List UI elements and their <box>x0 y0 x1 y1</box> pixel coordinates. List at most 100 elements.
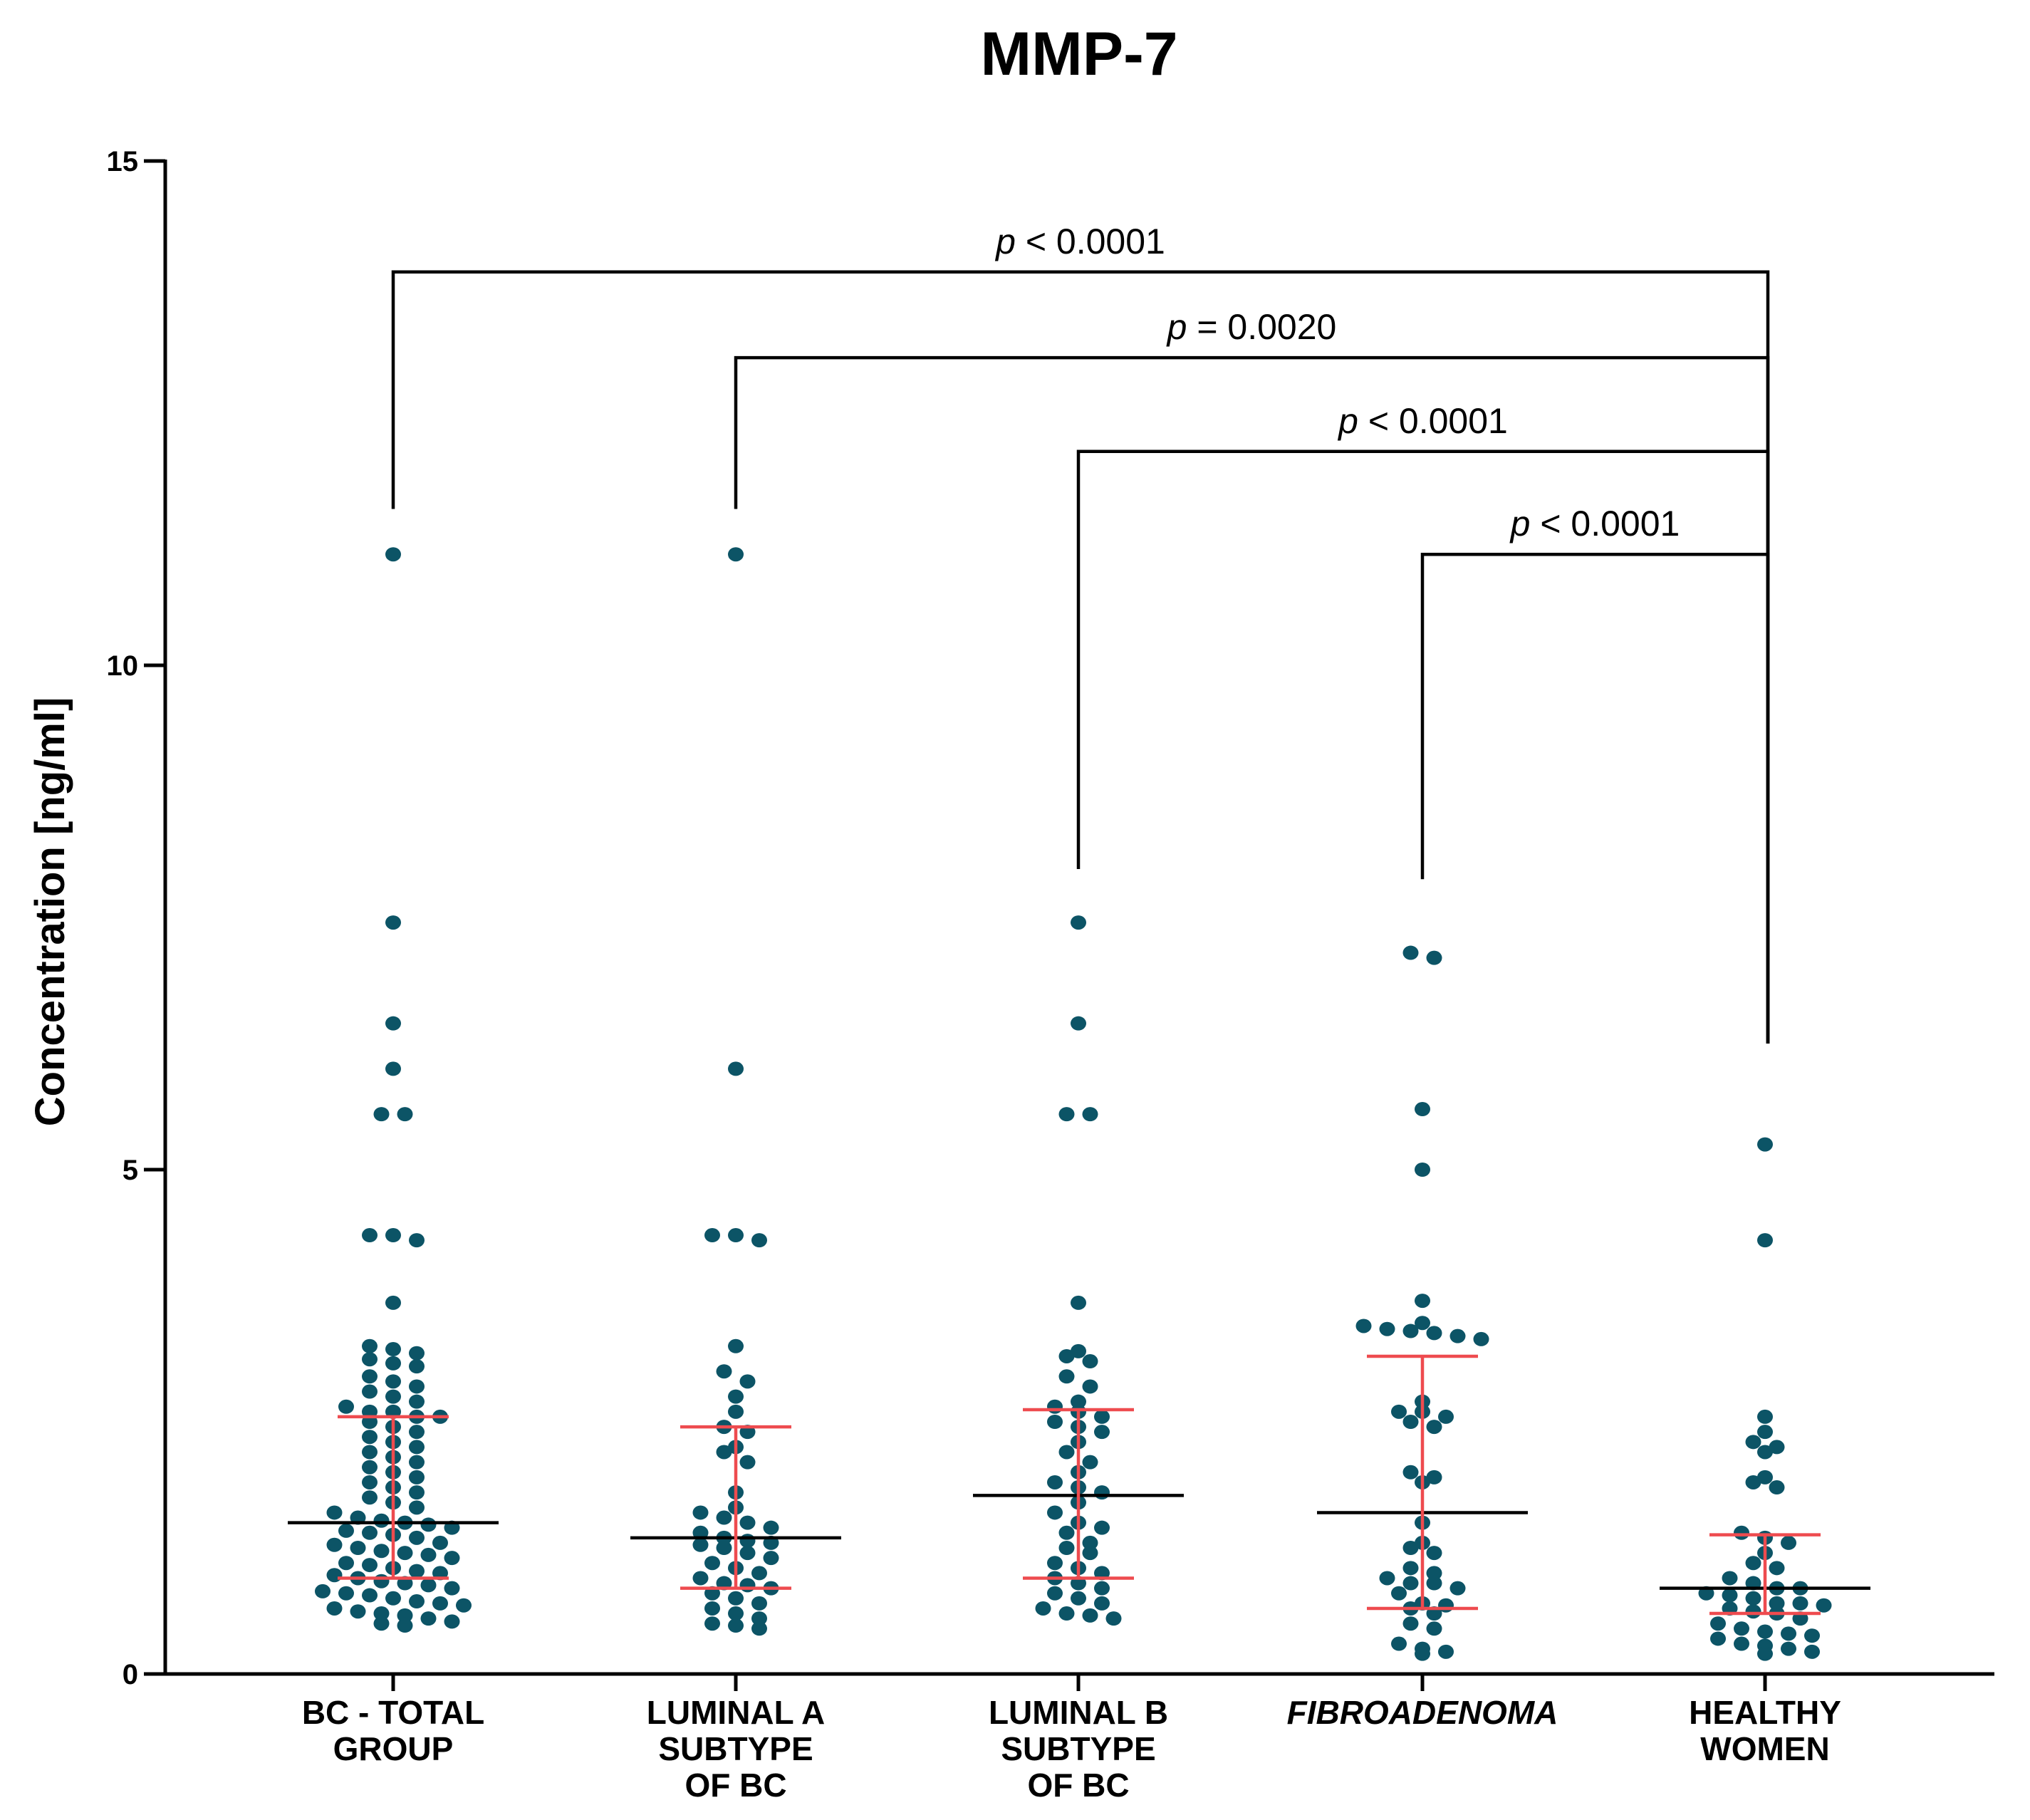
x-tick-label: LUMINAL A <box>647 1694 825 1731</box>
data-point <box>716 1541 732 1555</box>
data-point <box>1402 1576 1419 1591</box>
data-point <box>1402 1541 1419 1555</box>
data-point <box>1722 1571 1738 1586</box>
data-point <box>1816 1598 1832 1613</box>
data-point <box>315 1584 330 1598</box>
data-point <box>1426 1470 1442 1484</box>
data-point <box>739 1546 756 1561</box>
data-point <box>409 1379 425 1394</box>
data-point <box>1415 1646 1430 1661</box>
data-point <box>739 1515 756 1530</box>
data-point <box>362 1338 378 1353</box>
data-point <box>1391 1636 1407 1651</box>
data-point <box>716 1510 732 1525</box>
data-point <box>362 1369 378 1384</box>
data-point <box>397 1546 413 1561</box>
data-point <box>1757 1137 1773 1152</box>
data-point <box>362 1588 378 1603</box>
data-point <box>1769 1561 1785 1576</box>
data-point <box>409 1425 425 1440</box>
data-point <box>692 1505 709 1520</box>
data-point <box>338 1523 354 1538</box>
data-point <box>326 1568 343 1583</box>
x-tick-label: WOMEN <box>1700 1730 1829 1767</box>
data-point <box>1379 1571 1395 1586</box>
data-point <box>1745 1556 1761 1571</box>
data-point <box>409 1564 425 1579</box>
data-point <box>1071 1343 1086 1358</box>
data-point <box>1804 1644 1820 1659</box>
significance-bracket <box>1420 552 1770 1044</box>
data-point <box>1426 950 1442 965</box>
data-point <box>373 1616 390 1631</box>
data-point <box>1035 1601 1051 1616</box>
data-point <box>1449 1328 1466 1343</box>
data-point <box>704 1601 720 1616</box>
data-point <box>728 1338 744 1353</box>
data-point <box>728 1404 744 1419</box>
data-point <box>409 1233 425 1248</box>
data-point <box>1071 1016 1086 1031</box>
data-point <box>409 1500 425 1515</box>
data-point <box>1734 1636 1749 1651</box>
data-point <box>350 1604 366 1619</box>
data-point <box>1082 1379 1098 1394</box>
data-point <box>1105 1611 1122 1626</box>
data-point <box>1379 1321 1395 1336</box>
data-point <box>1781 1626 1796 1641</box>
data-point <box>692 1537 709 1552</box>
data-point <box>326 1537 343 1552</box>
data-point <box>1391 1404 1407 1419</box>
data-point <box>338 1586 354 1601</box>
data-point <box>1781 1641 1796 1656</box>
data-point <box>728 1389 744 1404</box>
x-tick-label: BC - TOTAL <box>302 1694 484 1731</box>
data-point <box>728 547 744 562</box>
data-point <box>1058 1348 1075 1363</box>
data-point <box>1769 1480 1785 1495</box>
data-point <box>728 1606 744 1621</box>
data-point <box>1757 1409 1773 1424</box>
data-point <box>751 1596 767 1611</box>
data-point <box>1402 1324 1419 1338</box>
data-point <box>397 1608 413 1623</box>
data-point <box>1757 1445 1773 1460</box>
data-point <box>409 1485 425 1500</box>
data-point <box>432 1596 448 1611</box>
data-point <box>409 1346 425 1361</box>
data-point <box>362 1445 378 1460</box>
data-point <box>751 1621 767 1636</box>
data-point <box>362 1384 378 1399</box>
data-point <box>362 1228 378 1243</box>
data-point <box>1071 1591 1086 1606</box>
x-tick-label: GROUP <box>333 1730 454 1767</box>
data-point <box>716 1445 732 1460</box>
data-point <box>1058 1369 1075 1384</box>
data-point <box>409 1470 425 1484</box>
data-point <box>1094 1485 1110 1500</box>
data-point <box>1473 1331 1489 1346</box>
data-point <box>1757 1425 1773 1440</box>
data-point <box>385 1295 401 1310</box>
data-point <box>1438 1409 1454 1424</box>
x-tick-label: HEALTHY <box>1689 1694 1841 1731</box>
data-point <box>373 1544 390 1559</box>
data-point <box>1402 1616 1419 1631</box>
data-point <box>739 1578 756 1593</box>
p-value-label: p = 0.0020 <box>1166 307 1337 347</box>
data-point <box>373 1513 390 1528</box>
data-point <box>1745 1435 1761 1450</box>
data-point <box>1058 1107 1075 1122</box>
data-point <box>1745 1475 1761 1489</box>
data-point <box>1071 1295 1086 1310</box>
data-point <box>1402 1415 1419 1429</box>
data-point <box>1426 1576 1442 1591</box>
data-point <box>716 1364 732 1379</box>
data-point <box>432 1535 448 1550</box>
data-point <box>385 1016 401 1031</box>
data-point <box>362 1475 378 1489</box>
data-point <box>1058 1606 1075 1621</box>
data-point <box>1058 1445 1075 1460</box>
data-point <box>728 1061 744 1076</box>
data-point <box>751 1566 767 1581</box>
